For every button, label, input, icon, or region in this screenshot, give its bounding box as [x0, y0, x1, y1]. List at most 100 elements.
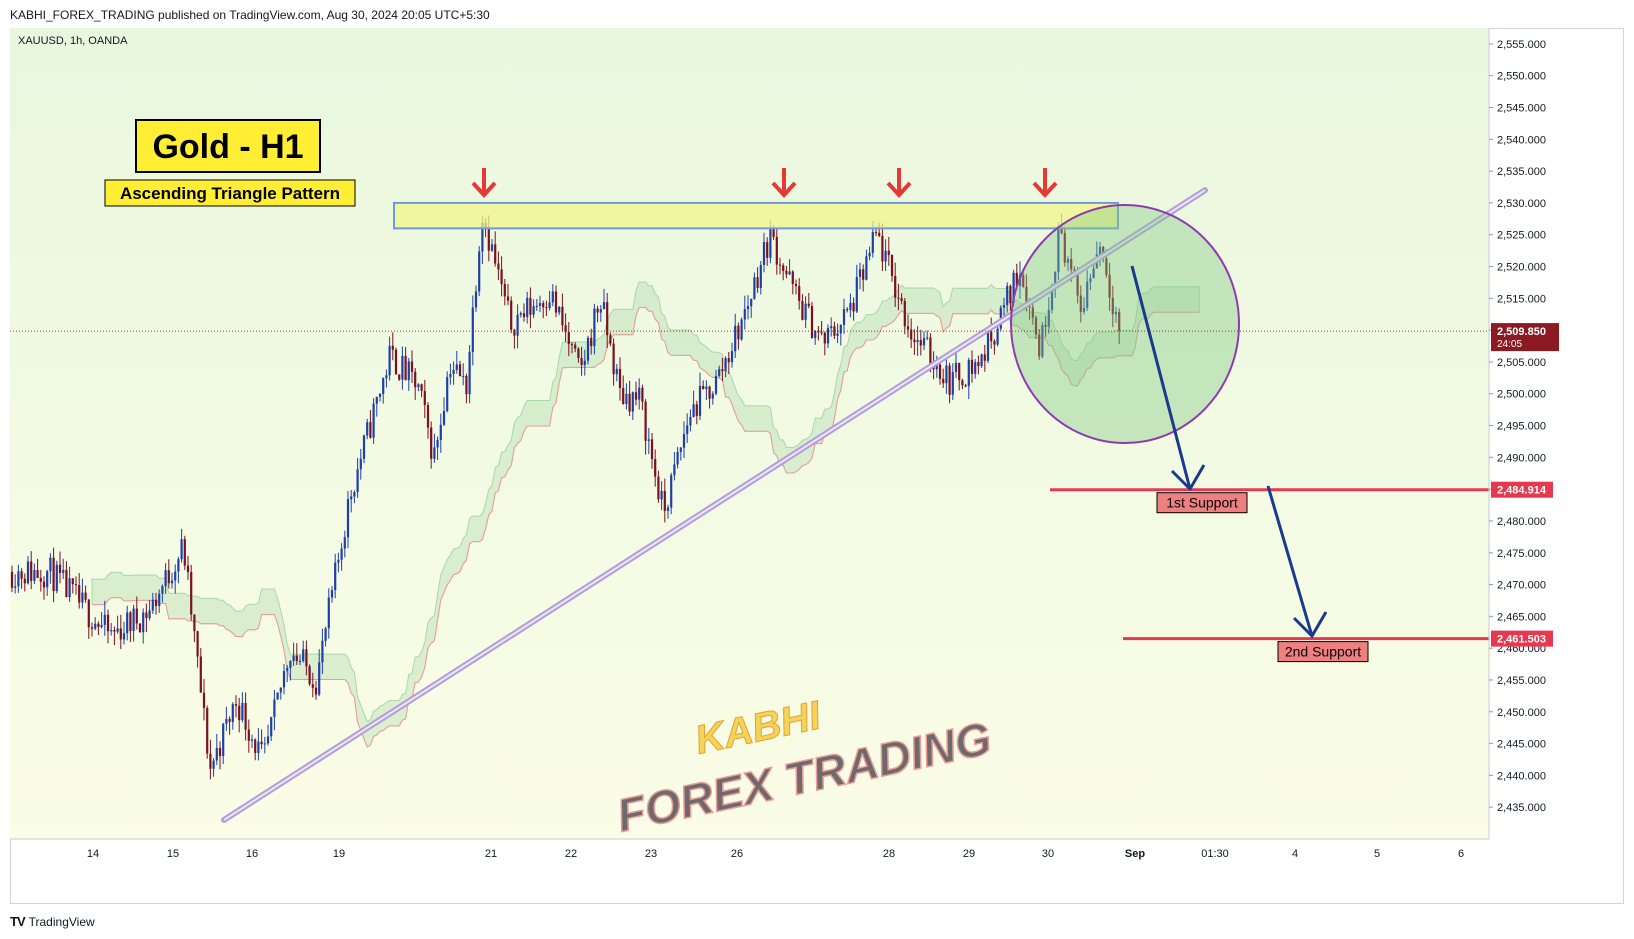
footer: TV TradingView: [10, 914, 95, 929]
candle: [551, 284, 554, 307]
candle-body: [302, 649, 305, 661]
candle-body: [414, 371, 417, 388]
candle: [250, 734, 254, 748]
candle-body: [884, 250, 887, 262]
candle-body: [737, 325, 740, 340]
cloud-span-b: [91, 307, 1200, 748]
candle: [206, 705, 209, 759]
candle: [455, 350, 458, 374]
candle-body: [1047, 309, 1050, 327]
candle-body: [71, 578, 74, 585]
candle-body: [132, 608, 135, 632]
candle: [839, 324, 842, 346]
candle-body: [977, 362, 980, 367]
candle: [375, 396, 378, 417]
candle: [510, 296, 513, 334]
candle-body: [961, 380, 964, 386]
candle: [993, 339, 996, 355]
candle-body: [538, 303, 542, 306]
candle: [321, 628, 324, 675]
candle-body: [503, 284, 506, 297]
candle: [84, 585, 87, 603]
candle-body: [887, 250, 890, 256]
y-tick-label: 2,555.000: [1497, 39, 1546, 51]
candle-body: [1066, 259, 1070, 263]
candle-body: [87, 599, 90, 628]
candle: [378, 393, 382, 402]
candle-body: [446, 377, 449, 411]
resistance-touch-arrow-icon: [771, 168, 797, 198]
title-box: Gold - H1: [135, 119, 321, 173]
candle: [506, 283, 510, 306]
candle: [132, 604, 135, 642]
candle: [385, 369, 388, 388]
candle: [961, 378, 964, 390]
candle-body: [666, 507, 670, 511]
candle-body: [913, 339, 916, 343]
candle-body: [516, 314, 519, 336]
candle-body: [474, 291, 478, 308]
candle: [90, 622, 94, 637]
candle-body: [260, 741, 263, 745]
candle: [676, 446, 679, 469]
candle-body: [836, 333, 839, 336]
candle: [430, 421, 433, 469]
breakdown-circle[interactable]: [1010, 204, 1240, 444]
candle-body: [167, 570, 170, 584]
candle-body: [263, 743, 266, 745]
candle-body: [542, 303, 545, 308]
candle-body: [830, 326, 833, 329]
candle: [103, 600, 106, 636]
candle-body: [247, 729, 250, 741]
candle: [263, 736, 266, 754]
candle: [737, 322, 740, 350]
candle-body: [186, 565, 190, 573]
candle-body: [756, 277, 759, 288]
candle: [286, 665, 289, 683]
candle: [1006, 282, 1009, 313]
candle-body: [62, 569, 65, 573]
candle: [234, 695, 238, 718]
x-tick-label: 29: [963, 848, 975, 860]
candle: [270, 716, 273, 741]
candle: [884, 239, 887, 271]
candle-body: [215, 747, 218, 761]
candle: [1066, 256, 1070, 271]
candle: [417, 383, 420, 392]
candle: [1002, 297, 1006, 317]
candle: [439, 413, 442, 453]
candle: [657, 470, 660, 503]
candle-body: [551, 291, 554, 303]
candle: [561, 293, 564, 332]
candle: [535, 298, 538, 311]
candle: [682, 421, 686, 459]
candle: [273, 689, 276, 731]
candle-body: [273, 699, 276, 718]
candle: [1108, 262, 1111, 311]
candle-body: [426, 405, 430, 428]
candle: [1089, 273, 1092, 291]
candle: [74, 576, 78, 595]
price-chart[interactable]: 1st Support 2nd Support 2,555.000 2,550.00…: [10, 28, 1624, 904]
candle-body: [218, 747, 222, 757]
candle-body: [970, 359, 974, 374]
candle-body: [871, 232, 874, 253]
candle-body: [890, 255, 894, 276]
candle-body: [119, 628, 122, 640]
resistance-zone[interactable]: [393, 201, 1119, 230]
candle-body: [212, 760, 215, 769]
candle: [807, 292, 810, 309]
candle-body: [526, 297, 529, 318]
candle: [954, 353, 958, 379]
candle: [753, 272, 756, 300]
candle-body: [410, 361, 414, 372]
candle: [218, 741, 222, 770]
candle: [647, 427, 650, 455]
support-label: 1st Support: [1156, 492, 1248, 514]
candle: [564, 313, 567, 343]
candle: [161, 584, 164, 603]
candle-body: [839, 324, 842, 334]
x-tick-label: 14: [87, 848, 99, 860]
candle-body: [561, 306, 564, 326]
candle-body: [378, 393, 382, 397]
